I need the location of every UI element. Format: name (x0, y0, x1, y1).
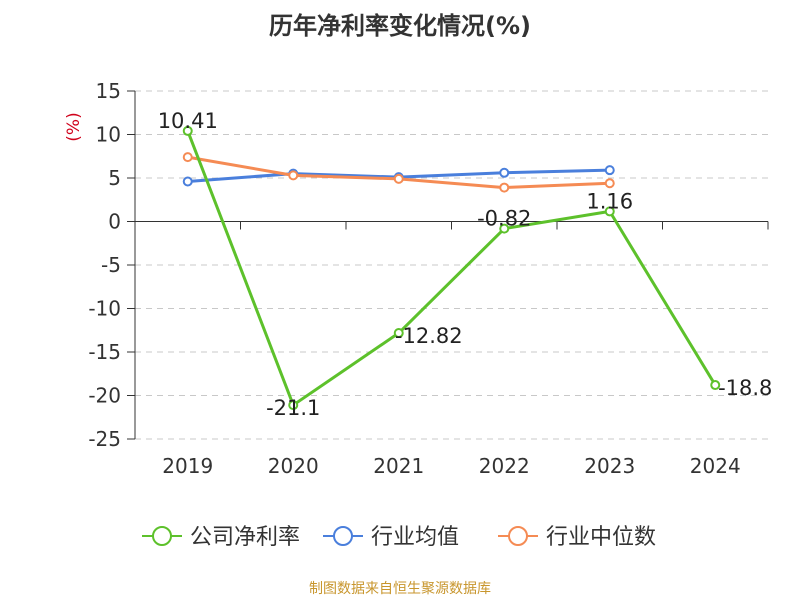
data-point (393, 328, 404, 339)
grid-layer (135, 90, 768, 440)
data-point (710, 380, 721, 391)
x-tick-label: 2023 (584, 454, 635, 478)
data-point (288, 170, 299, 181)
legend-label: 行业均值 (371, 525, 459, 550)
series-layer (182, 125, 721, 411)
data-point (288, 400, 299, 411)
data-point (604, 206, 615, 217)
legend: 公司净利率 行业均值 行业中位数 (142, 525, 656, 550)
data-point (393, 173, 404, 184)
y-tick-label: 0 (108, 210, 121, 234)
y-tick-label: -15 (88, 340, 121, 364)
x-tick-label: 2020 (268, 454, 319, 478)
x-tick-label: 2019 (162, 454, 213, 478)
data-point (499, 223, 510, 234)
data-label: -21.1 (266, 396, 320, 420)
y-tick-label: 10 (96, 123, 121, 147)
legend-label: 公司净利率 (190, 525, 300, 550)
data-point (182, 125, 193, 136)
legend-label: 行业中位数 (546, 525, 656, 550)
data-label: 10.41 (158, 109, 218, 133)
data-label: 1.16 (586, 189, 633, 213)
x-tick-label: 2024 (690, 454, 741, 478)
legend-swatch-marker (152, 526, 172, 546)
data-point (182, 176, 193, 187)
y-tick-label: -25 (88, 427, 121, 451)
legend-swatch-marker (333, 526, 353, 546)
source-note: 制图数据来自恒生聚源数据库 (309, 581, 491, 597)
axis-layer: 15 10 5 0 -5 -10 -15 -20 -25 2019 2020 2021 2022 2023… (64, 79, 769, 478)
y-tick-label: 15 (96, 79, 121, 103)
y-tick-label: -20 (88, 384, 121, 408)
chart-title: 历年净利率变化情况(%) (269, 12, 531, 40)
data-label: -12.82 (395, 324, 463, 348)
y-tick-label: 5 (108, 166, 121, 190)
y-tick-label: -10 (88, 297, 121, 321)
series-line (186, 130, 717, 407)
data-label: -0.82 (477, 207, 531, 231)
data-point (499, 167, 510, 178)
data-point (499, 182, 510, 193)
y-tick-label: -5 (101, 253, 121, 277)
data-label: -18.8 (718, 376, 772, 400)
data-point (182, 152, 193, 163)
data-point (604, 165, 615, 176)
data-label-layer: 10.41 -21.1 -12.82 -0.82 1.16 -18.8 (158, 109, 773, 420)
y-axis-label: (%) (64, 112, 84, 141)
x-tick-label: 2021 (373, 454, 424, 478)
x-tick-label: 2022 (479, 454, 530, 478)
legend-swatch-marker (508, 526, 528, 546)
data-point (604, 178, 615, 189)
